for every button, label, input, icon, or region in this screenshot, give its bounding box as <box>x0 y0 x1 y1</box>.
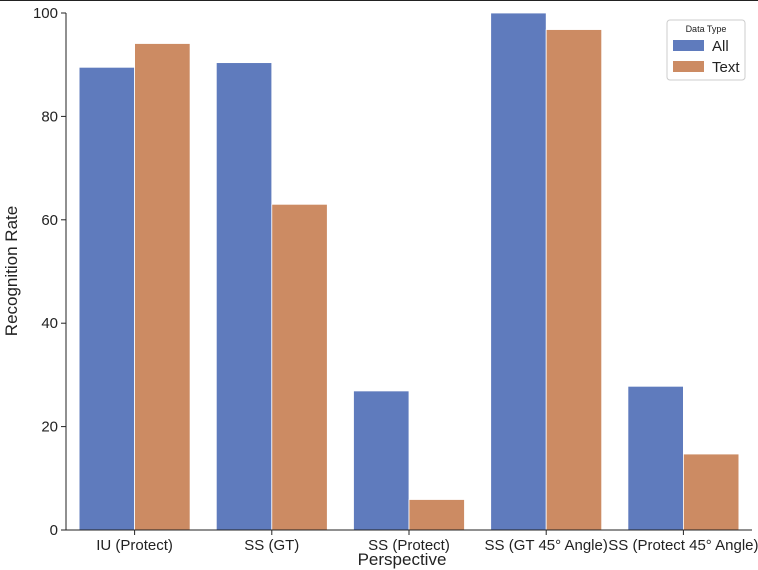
x-tick-label-ss-gt-45-angle: SS (GT 45° Angle) <box>485 537 608 554</box>
y-tick-label-60: 60 <box>41 212 58 229</box>
bar-text-ss-gt-45-angle <box>545 29 603 531</box>
y-tick-label-100: 100 <box>33 5 58 22</box>
x-axis-title: Perspective <box>358 550 447 569</box>
y-tick-label-80: 80 <box>41 108 58 125</box>
bar-all-ss-protect <box>353 390 410 531</box>
legend-label-all: All <box>712 38 729 55</box>
legend-label-text: Text <box>712 59 740 76</box>
y-axis: 0 20 40 60 80 100 <box>33 5 67 539</box>
plot-area <box>78 12 740 531</box>
legend-swatch-all <box>673 40 704 51</box>
y-tick-label-0: 0 <box>50 522 58 539</box>
bar-text-ss-gt <box>271 203 328 531</box>
legend-swatch-text <box>673 61 704 72</box>
bar-text-ss-protect-45-angle <box>683 453 740 531</box>
legend-title: Data Type <box>686 24 727 34</box>
y-tick-label-20: 20 <box>41 419 58 436</box>
y-tick-label-40: 40 <box>41 315 58 332</box>
x-tick-label-iu-protect: IU (Protect) <box>96 537 173 554</box>
x-tick-label-ss-protect-45-angle: SS (Protect 45° Angle) <box>608 537 758 554</box>
bar-all-ss-gt <box>215 62 273 531</box>
bar-all-ss-protect-45-angle <box>627 385 684 531</box>
x-tick-label-ss-gt: SS (GT) <box>244 537 299 554</box>
legend: Data Type All Text <box>666 19 746 81</box>
x-tick-label-ss-protect: SS (Protect) <box>368 537 450 554</box>
bar-text-ss-protect <box>408 499 465 531</box>
y-axis-title: Recognition Rate <box>2 206 21 336</box>
bar-all-ss-gt-45-angle <box>490 12 547 531</box>
bar-all-iu-protect <box>78 66 135 531</box>
bar-text-iu-protect <box>134 43 191 531</box>
x-axis: IU (Protect) SS (GT) SS (Protect) SS (GT 45… <box>66 529 758 554</box>
